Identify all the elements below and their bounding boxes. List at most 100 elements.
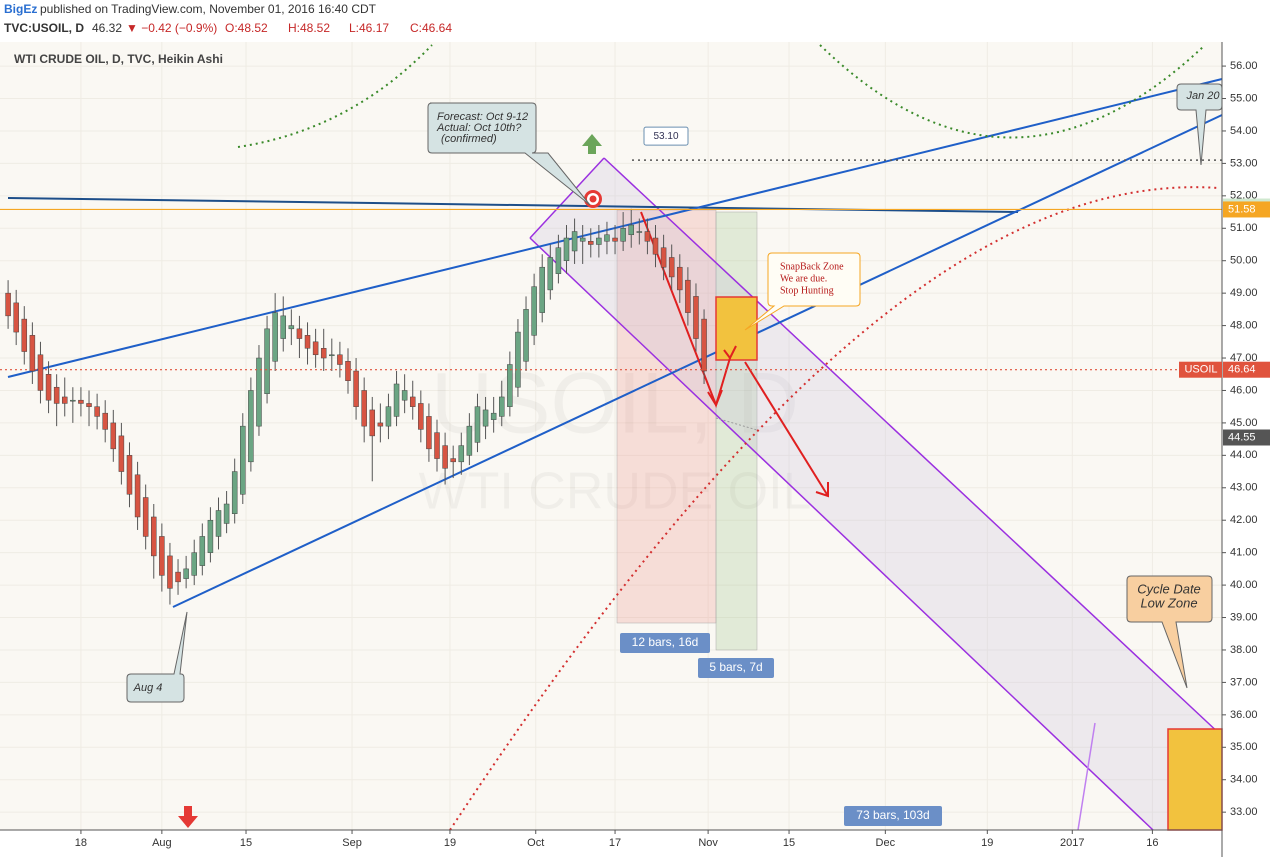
candle-body <box>280 315 286 339</box>
candle-body <box>620 228 626 242</box>
x-tick-label: 19 <box>444 837 456 849</box>
callout-text: We are due. <box>780 273 827 284</box>
candle-body <box>159 536 165 576</box>
candle-body <box>482 409 489 427</box>
y-tick-label: 42.00 <box>1230 514 1258 526</box>
candle-body <box>37 354 44 391</box>
cycle-curve <box>449 186 1219 831</box>
y-tick-label: 33.00 <box>1230 806 1258 818</box>
y-tick-label: 34.00 <box>1230 774 1258 786</box>
bars-text: 73 bars, 103d <box>856 808 929 822</box>
candle-body <box>701 318 707 372</box>
x-tick-label: 2017 <box>1060 837 1084 849</box>
candle-body <box>110 422 117 450</box>
target-icon <box>589 195 597 203</box>
candle-body <box>588 241 594 245</box>
candle-body <box>337 354 343 365</box>
candle-body <box>660 247 667 268</box>
range-green <box>715 211 758 651</box>
x-tick-label: 16 <box>1146 837 1158 849</box>
candle-body <box>474 406 481 443</box>
marker-line <box>1077 722 1096 831</box>
x-tick-label: Aug <box>152 837 172 849</box>
y-tick-label: 44.00 <box>1230 449 1258 461</box>
callout-text: Stop Hunting <box>780 285 834 296</box>
candle-body <box>685 279 691 313</box>
candle-body <box>45 373 52 401</box>
candle-body <box>571 231 578 252</box>
candle-body <box>539 266 545 313</box>
candle-body <box>320 348 327 359</box>
candle-body <box>628 224 634 236</box>
snapback-zone <box>715 296 758 361</box>
bars-label <box>844 806 942 826</box>
level-label: 53.10 <box>653 131 678 142</box>
up-arrow <box>582 134 602 154</box>
chart-title: WTI CRUDE OIL, D, TVC, Heikin Ashi <box>14 52 223 66</box>
forecast-callout <box>427 102 591 206</box>
candle-body <box>409 396 416 407</box>
candle-body <box>199 536 206 566</box>
price-label-box <box>1223 429 1270 446</box>
change: ▼ −0.42 (−0.9%) <box>126 21 217 35</box>
candle-body <box>231 471 238 514</box>
candle-body <box>377 422 384 427</box>
callout-text: SnapBack Zone <box>780 261 844 272</box>
candle-body <box>21 318 28 352</box>
y-tick-label: 47.00 <box>1230 352 1258 364</box>
x-tick-label: 15 <box>240 837 252 849</box>
x-tick-label: 18 <box>75 837 87 849</box>
watermark: WTI CRUDE OIL <box>419 463 812 521</box>
callout-text: Cycle Date <box>1137 581 1201 596</box>
candle-body <box>401 390 408 401</box>
candle-body <box>296 328 303 339</box>
candle-body <box>183 568 189 579</box>
candle-body <box>547 257 554 291</box>
candle-body <box>450 458 456 463</box>
arrow-head <box>723 345 737 360</box>
candle-body <box>636 231 643 233</box>
y-tick-label: 46.00 <box>1230 384 1258 396</box>
cycle-curve <box>819 44 1206 139</box>
candle-body <box>418 403 424 430</box>
candle-body <box>94 406 100 417</box>
candle-body <box>596 237 602 245</box>
y-tick-label: 48.00 <box>1230 319 1258 331</box>
candle-body <box>264 328 270 394</box>
candle-body <box>523 309 529 362</box>
channel-line <box>529 157 605 239</box>
channel-line <box>603 157 1223 737</box>
candle-body <box>13 302 19 333</box>
axes: 33.00 34.00 35.00 36.00 37.00 38.00 39.00 40.00… <box>75 60 1270 849</box>
candle-body <box>442 445 448 469</box>
candle-body <box>458 445 465 463</box>
bars-text: 12 bars, 16d <box>632 635 699 649</box>
candles: 53.10 <box>0 126 1222 605</box>
price-label: 44.55 <box>1228 431 1256 443</box>
last: 46.32 <box>92 21 122 35</box>
y-tick-label: 43.00 <box>1230 482 1258 494</box>
candle-body <box>612 237 618 242</box>
candle-body <box>126 455 133 495</box>
candle-body <box>272 312 278 362</box>
callout-text: Low Zone <box>1140 595 1197 610</box>
plot-area <box>0 42 1222 830</box>
price-label: 51.58 <box>1228 203 1256 215</box>
x-tick-label: Dec <box>876 837 896 849</box>
candle-body <box>5 292 11 317</box>
candle-body <box>86 403 92 407</box>
projection <box>715 417 758 431</box>
candle-body <box>677 266 683 291</box>
candle-body <box>256 357 262 427</box>
ohlc-low: L:46.17 <box>349 21 389 35</box>
candle-body <box>668 257 675 278</box>
y-tick-label: 40.00 <box>1230 579 1258 591</box>
candle-body <box>353 370 359 407</box>
callout-text: Aug 4 <box>133 682 163 694</box>
y-tick-label: 39.00 <box>1230 611 1258 623</box>
ohlc-open: O:48.52 <box>225 21 268 35</box>
candle-body <box>29 335 36 372</box>
candle-body <box>134 474 141 518</box>
y-tick-label: 38.00 <box>1230 644 1258 656</box>
candle-body <box>102 412 108 430</box>
